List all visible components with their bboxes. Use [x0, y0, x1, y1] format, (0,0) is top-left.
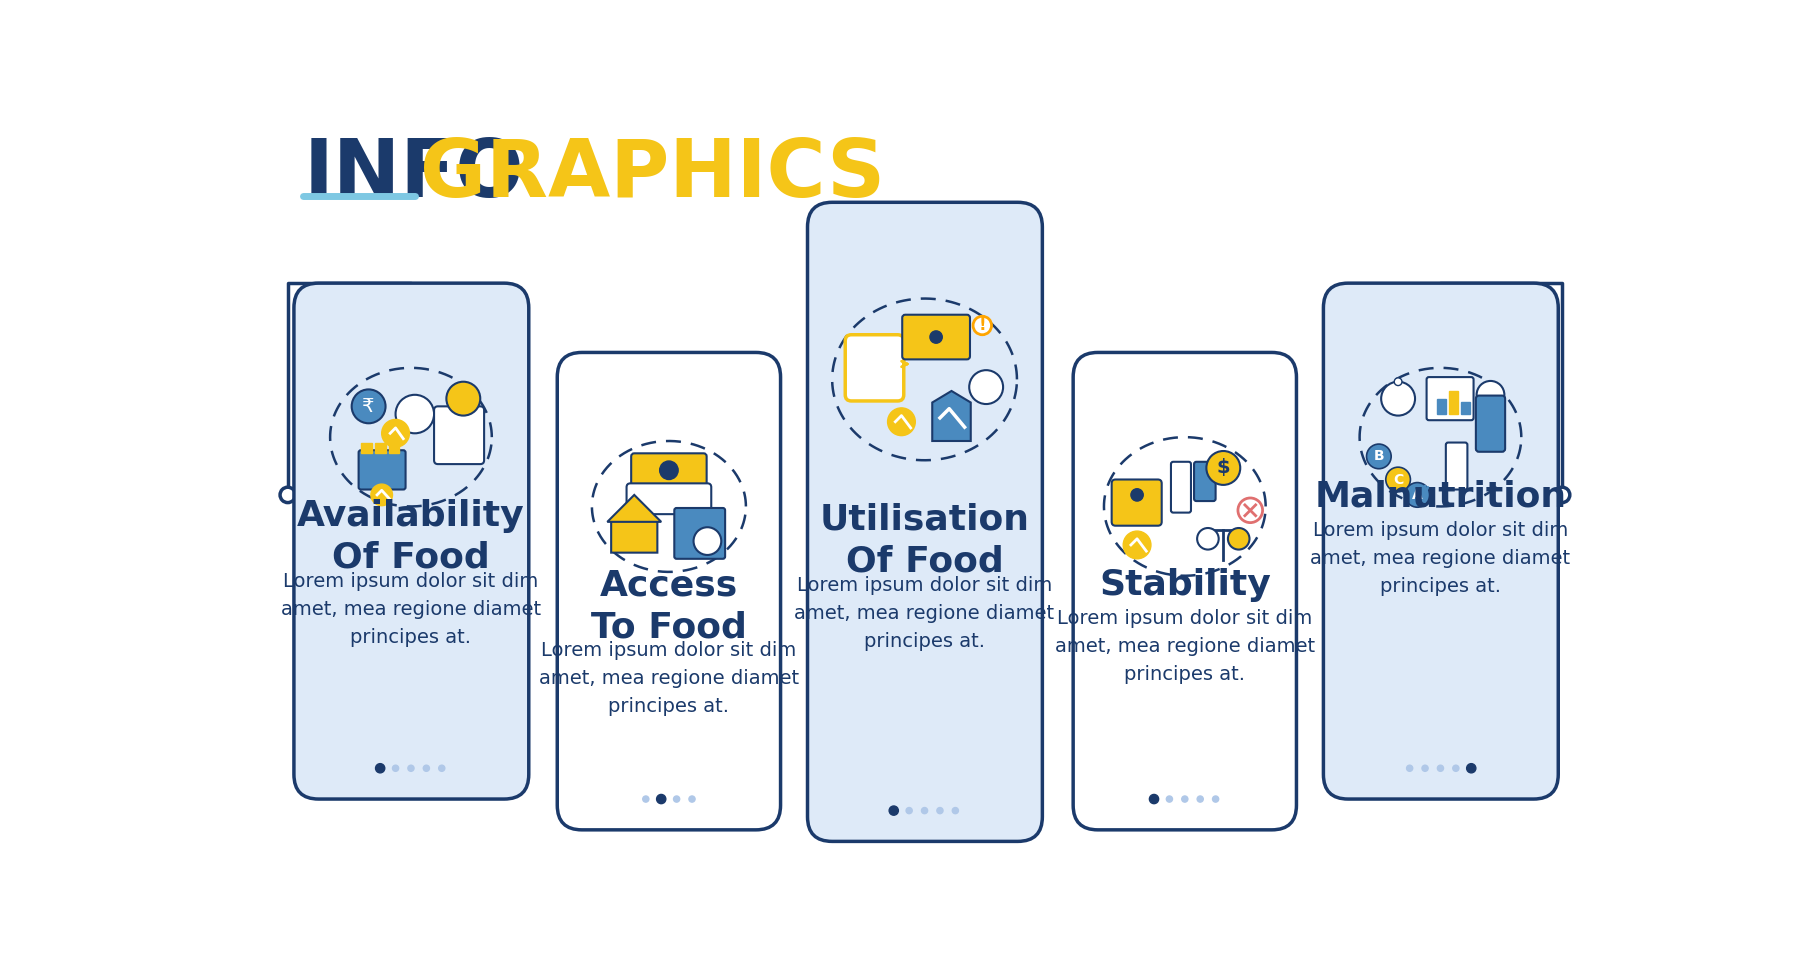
FancyBboxPatch shape [294, 283, 529, 799]
Polygon shape [612, 503, 657, 553]
Circle shape [1452, 765, 1459, 771]
Circle shape [1124, 531, 1151, 559]
Circle shape [1555, 487, 1569, 503]
Text: Lorem ipsum dolor sit dim
amet, mea regione diamet
principes at.: Lorem ipsum dolor sit dim amet, mea regi… [1055, 610, 1315, 684]
Text: !: ! [978, 317, 987, 334]
Circle shape [642, 796, 649, 802]
FancyBboxPatch shape [626, 483, 711, 514]
Circle shape [352, 389, 386, 423]
Bar [388, 443, 399, 453]
Circle shape [1229, 528, 1250, 550]
Circle shape [972, 317, 992, 335]
Circle shape [657, 795, 666, 804]
FancyBboxPatch shape [1324, 283, 1559, 799]
Circle shape [382, 419, 410, 447]
FancyBboxPatch shape [1073, 353, 1297, 830]
Circle shape [1207, 451, 1241, 485]
Circle shape [1438, 765, 1443, 771]
Circle shape [689, 796, 695, 802]
Circle shape [1167, 796, 1173, 802]
Circle shape [936, 808, 943, 813]
Circle shape [889, 806, 898, 815]
Bar [1449, 391, 1458, 414]
Circle shape [969, 370, 1003, 404]
FancyBboxPatch shape [359, 450, 406, 489]
Circle shape [922, 808, 927, 813]
Text: Lorem ipsum dolor sit dim
amet, mea regione diamet
principes at.: Lorem ipsum dolor sit dim amet, mea regi… [794, 576, 1055, 651]
FancyBboxPatch shape [557, 353, 781, 830]
Circle shape [1422, 765, 1429, 771]
Circle shape [888, 408, 915, 435]
Text: Stability: Stability [1099, 568, 1270, 602]
Circle shape [1198, 528, 1220, 550]
FancyBboxPatch shape [846, 335, 904, 401]
Bar [1436, 399, 1445, 414]
Circle shape [929, 331, 942, 343]
Circle shape [953, 808, 958, 813]
FancyBboxPatch shape [902, 315, 971, 360]
FancyBboxPatch shape [1171, 462, 1191, 513]
Circle shape [1182, 796, 1187, 802]
FancyBboxPatch shape [1445, 443, 1467, 489]
Circle shape [1238, 498, 1263, 522]
Text: Lorem ipsum dolor sit dim
amet, mea regione diamet
principes at.: Lorem ipsum dolor sit dim amet, mea regi… [1310, 520, 1571, 596]
Circle shape [1394, 378, 1402, 385]
FancyBboxPatch shape [631, 454, 707, 486]
Circle shape [446, 381, 480, 416]
Circle shape [1198, 796, 1203, 802]
Circle shape [660, 461, 678, 479]
Circle shape [906, 808, 913, 813]
Circle shape [1382, 381, 1414, 416]
Circle shape [393, 765, 399, 771]
Text: ₹: ₹ [363, 397, 375, 416]
Circle shape [280, 487, 296, 503]
Text: C: C [1393, 472, 1404, 486]
Bar [375, 443, 386, 453]
FancyBboxPatch shape [1476, 396, 1505, 452]
Circle shape [1385, 467, 1411, 492]
Circle shape [438, 765, 446, 771]
FancyBboxPatch shape [808, 202, 1043, 842]
Circle shape [1477, 381, 1505, 409]
Text: Lorem ipsum dolor sit dim
amet, mea regione diamet
principes at.: Lorem ipsum dolor sit dim amet, mea regi… [539, 641, 799, 716]
Circle shape [1212, 796, 1220, 802]
Circle shape [424, 765, 429, 771]
Circle shape [1367, 444, 1391, 468]
Circle shape [408, 765, 415, 771]
Text: A: A [1413, 488, 1423, 502]
Polygon shape [933, 391, 971, 441]
Circle shape [1149, 795, 1158, 804]
FancyBboxPatch shape [435, 407, 483, 465]
Text: Availability
Of Food: Availability Of Food [298, 499, 525, 575]
Circle shape [375, 763, 384, 773]
FancyBboxPatch shape [1427, 377, 1474, 420]
FancyBboxPatch shape [675, 508, 725, 559]
Bar [361, 443, 372, 453]
Text: Access
To Food: Access To Food [592, 568, 747, 644]
Circle shape [673, 796, 680, 802]
Text: GRAPHICS: GRAPHICS [420, 136, 886, 215]
Text: Malnutrition: Malnutrition [1315, 479, 1566, 514]
Polygon shape [608, 495, 662, 521]
Text: $: $ [1216, 459, 1230, 477]
Text: INFO: INFO [303, 136, 523, 215]
FancyBboxPatch shape [1194, 462, 1216, 501]
Circle shape [1405, 482, 1431, 508]
Circle shape [1467, 763, 1476, 773]
Text: Lorem ipsum dolor sit dim
amet, mea regione diamet
principes at.: Lorem ipsum dolor sit dim amet, mea regi… [281, 572, 541, 647]
FancyBboxPatch shape [1111, 479, 1162, 525]
Circle shape [395, 395, 435, 433]
Circle shape [1131, 489, 1144, 501]
Circle shape [1407, 765, 1413, 771]
Text: B: B [1373, 450, 1384, 464]
Circle shape [693, 527, 722, 555]
Bar [1461, 403, 1470, 414]
Text: Utilisation
Of Food: Utilisation Of Food [819, 503, 1030, 579]
Circle shape [372, 484, 393, 506]
